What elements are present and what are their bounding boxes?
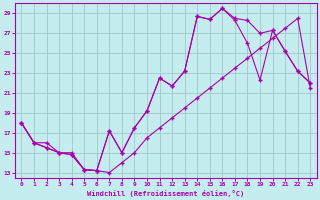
X-axis label: Windchill (Refroidissement éolien,°C): Windchill (Refroidissement éolien,°C) [87, 190, 244, 197]
